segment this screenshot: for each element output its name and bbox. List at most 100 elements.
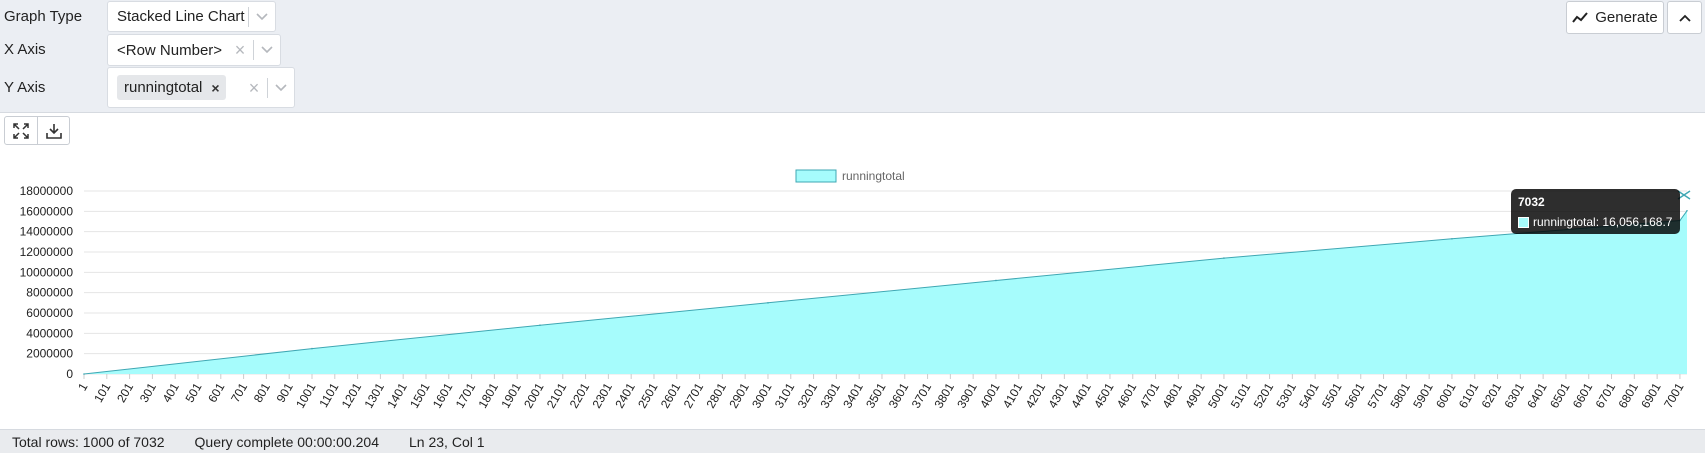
clear-icon[interactable]: × (248, 77, 260, 98)
x-tick-label: 1801 (476, 380, 502, 410)
x-tick-label: 6401 (1524, 380, 1550, 410)
x-tick-label: 4901 (1182, 380, 1208, 410)
chart-legend[interactable]: runningtotal (795, 169, 905, 183)
data-point[interactable] (995, 279, 997, 282)
x-tick-label: 3301 (817, 380, 843, 410)
x-tick-label: 6001 (1433, 380, 1459, 410)
x-tick-label: 3801 (931, 380, 957, 410)
y-axis-chip-label: runningtotal (124, 79, 203, 96)
x-tick-label: 1501 (407, 380, 433, 410)
x-axis-select[interactable]: <Row Number> × (107, 34, 281, 66)
x-tick-label: 601 (205, 380, 227, 405)
x-tick-label: 3501 (863, 380, 889, 410)
x-tick-label: 6801 (1615, 380, 1641, 410)
y-axis-chip[interactable]: runningtotal × (117, 75, 226, 100)
x-tick-label: 6701 (1593, 380, 1619, 410)
x-tick-label: 1201 (339, 380, 365, 410)
data-point[interactable] (767, 302, 769, 304)
y-tick-label: 6000000 (26, 306, 73, 320)
x-tick-label: 701 (228, 380, 250, 405)
graph-type-value: Stacked Line Chart (117, 8, 245, 25)
generate-button[interactable]: Generate (1566, 1, 1664, 34)
data-point[interactable] (311, 347, 313, 350)
data-point[interactable] (1686, 209, 1688, 212)
data-point[interactable] (1223, 257, 1225, 259)
x-tick-label: 5001 (1205, 380, 1231, 410)
x-tick-label: 2501 (635, 380, 661, 410)
x-tick-label: 501 (182, 380, 204, 405)
remove-chip-icon[interactable]: × (211, 79, 220, 96)
x-tick-label: 4701 (1137, 380, 1163, 410)
chart-tooltip: 7032 runningtotal: 16,056,168.7 (1511, 189, 1680, 234)
chevron-up-icon (1678, 14, 1691, 22)
x-axis-label: X Axis (4, 41, 46, 58)
data-point[interactable] (83, 373, 85, 375)
x-tick-label: 1 (75, 380, 91, 393)
x-tick-label: 6301 (1501, 380, 1527, 410)
cursor-position: Ln 23, Col 1 (409, 433, 485, 450)
query-status: Query complete 00:00:00.204 (194, 433, 380, 450)
download-button[interactable] (37, 117, 69, 144)
x-tick-label: 4201 (1023, 380, 1049, 410)
x-tick-label: 1001 (293, 380, 319, 410)
y-tick-label: 14000000 (20, 225, 74, 239)
x-tick-label: 5501 (1319, 380, 1345, 410)
x-tick-label: 2801 (703, 380, 729, 410)
x-tick-label: 2101 (544, 380, 570, 410)
x-tick-label: 3901 (954, 380, 980, 410)
chart-options-panel: Graph Type Stacked Line Chart X Axis <Ro… (0, 0, 1705, 113)
tooltip-series: runningtotal (1533, 215, 1596, 229)
fullscreen-button[interactable] (5, 117, 37, 144)
x-tick-label: 3101 (772, 380, 798, 410)
x-tick-label: 6901 (1638, 380, 1664, 410)
x-tick-label: 3001 (749, 380, 775, 410)
y-tick-label: 2000000 (26, 347, 73, 361)
x-tick-label: 101 (91, 380, 113, 405)
y-tick-label: 12000000 (20, 245, 74, 259)
legend-label: runningtotal (842, 169, 905, 183)
chevron-down-icon[interactable] (254, 46, 280, 54)
x-tick-label: 3401 (840, 380, 866, 410)
x-axis-value: <Row Number> (117, 41, 223, 59)
x-tick-label: 4601 (1114, 380, 1140, 410)
x-tick-label: 3701 (909, 380, 935, 410)
x-tick-label: 4301 (1045, 380, 1071, 410)
chevron-down-icon[interactable] (268, 83, 294, 92)
x-tick-label: 7001 (1661, 380, 1687, 410)
data-point[interactable] (1451, 237, 1453, 240)
x-tick-label: 4501 (1091, 380, 1117, 410)
generate-label: Generate (1595, 9, 1658, 26)
tooltip-colon: : (1595, 215, 1603, 229)
x-tick-label: 6101 (1456, 380, 1482, 410)
x-tick-label: 301 (137, 380, 159, 405)
clear-icon[interactable]: × (234, 40, 246, 60)
y-axis-ticks: 0 2000000 4000000 6000000 8000000 10000000 120… (20, 184, 74, 381)
x-tick-label: 5601 (1342, 380, 1368, 410)
collapse-button[interactable] (1667, 1, 1702, 34)
x-tick-label: 5101 (1228, 380, 1254, 410)
y-tick-label: 10000000 (20, 265, 74, 279)
graph-type-select[interactable]: Stacked Line Chart (107, 1, 276, 32)
x-tick-label: 801 (251, 380, 273, 405)
tooltip-swatch (1518, 216, 1529, 228)
x-tick-label: 2001 (521, 380, 547, 410)
x-tick-label: 1401 (384, 380, 410, 410)
chevron-down-icon[interactable] (249, 12, 275, 21)
y-axis-select[interactable]: runningtotal × × (107, 67, 295, 108)
data-point[interactable] (539, 324, 541, 326)
select-separator (248, 6, 249, 27)
line-chart-icon (1572, 11, 1588, 23)
x-tick-label: 401 (160, 380, 182, 405)
x-axis-ticks: 1 101 201 301 401 501 601 701 801 901100111011201… (75, 374, 1687, 411)
hover-marker (1677, 190, 1691, 200)
legend-swatch (795, 169, 837, 183)
x-tick-label: 1901 (498, 380, 524, 410)
expand-icon (13, 122, 29, 139)
y-axis-label: Y Axis (4, 79, 46, 96)
x-tick-label: 4801 (1159, 380, 1185, 410)
y-tick-label: 4000000 (26, 326, 73, 340)
x-tick-label: 901 (274, 380, 296, 405)
x-tick-label: 6201 (1479, 380, 1505, 410)
tooltip-value: 16,056,168.7 (1602, 215, 1673, 229)
x-tick-label: 3601 (886, 380, 912, 410)
